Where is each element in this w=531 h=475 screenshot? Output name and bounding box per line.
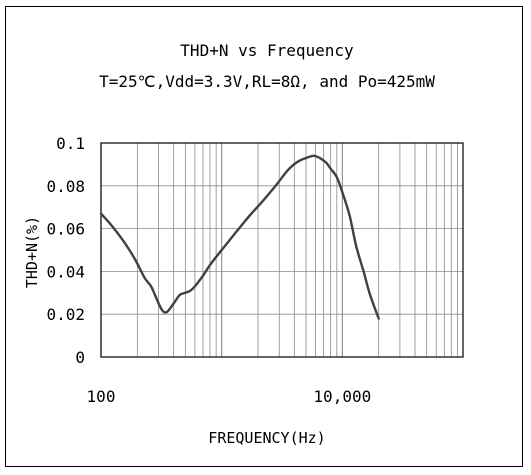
chart-frame [5,6,523,467]
thd-series-line [99,154,380,320]
y-tick-label: 0.06 [46,220,85,239]
y-tick-label: 0 [75,348,85,367]
y-tick-label: 0.04 [46,262,85,281]
y-tick-labels: 0 0.02 0.04 0.06 0.08 0.1 [46,134,85,367]
x-tick-labels: 100 10,000 [87,387,372,406]
y-tick-label: 0.08 [46,177,85,196]
y-tick-label: 0.1 [56,134,85,153]
y-axis-label: THD+N(%) [23,216,41,288]
chart-subtitle: T=25℃,Vdd=3.3V,RL=8Ω, and Po=425mW [99,72,435,91]
x-tick-label: 10,000 [313,387,371,406]
x-tick-label: 100 [87,387,116,406]
chart-title: THD+N vs Frequency [180,41,354,60]
grid [100,142,463,358]
y-tick-label: 0.02 [46,305,85,324]
x-axis-label: FREQUENCY(Hz) [208,429,325,447]
plot-area [100,142,464,358]
